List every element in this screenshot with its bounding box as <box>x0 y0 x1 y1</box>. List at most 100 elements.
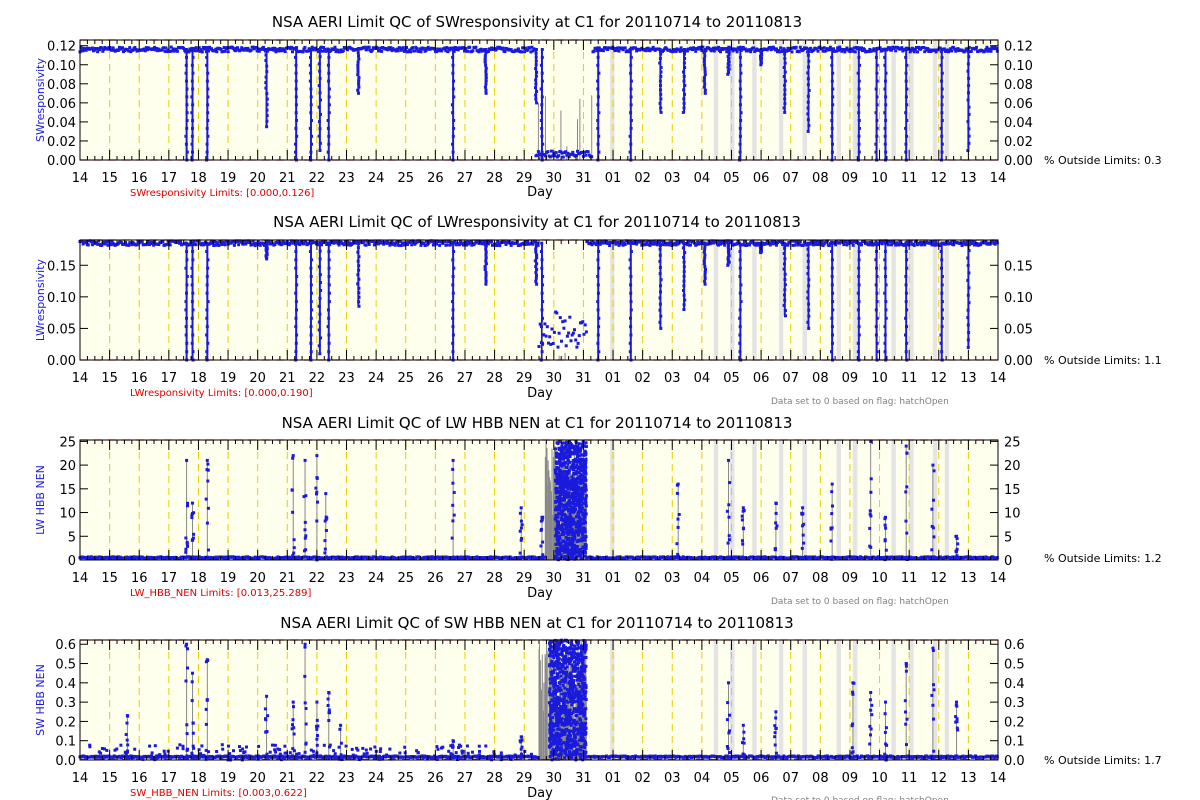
data-point <box>738 87 742 91</box>
data-point <box>869 514 873 518</box>
data-point <box>875 316 879 320</box>
data-point <box>629 325 633 329</box>
data-point <box>835 49 839 53</box>
data-point <box>700 49 704 52</box>
data-point <box>596 103 600 107</box>
data-point <box>676 525 680 529</box>
data-point <box>946 48 949 52</box>
data-point <box>816 243 820 247</box>
data-point <box>184 547 188 551</box>
data-point <box>659 70 663 74</box>
data-point <box>831 48 835 51</box>
data-point <box>686 240 690 244</box>
data-point <box>629 283 633 287</box>
data-point <box>596 87 600 91</box>
data-point <box>875 126 879 130</box>
data-point <box>318 91 322 95</box>
data-point <box>727 51 731 55</box>
data-point <box>597 241 601 245</box>
data-point <box>107 240 111 244</box>
data-point <box>193 49 197 53</box>
data-point <box>975 45 978 49</box>
data-point <box>463 49 466 53</box>
data-point <box>184 63 188 67</box>
data-point <box>399 48 403 52</box>
data-point <box>820 47 824 50</box>
data-point <box>451 503 455 507</box>
data-point <box>857 283 861 287</box>
data-point <box>675 542 679 546</box>
data-point <box>294 300 298 304</box>
data-point <box>443 46 447 50</box>
data-point <box>568 504 572 508</box>
data-point <box>540 308 544 312</box>
data-point <box>727 58 730 62</box>
data-point <box>451 341 455 345</box>
data-point <box>967 112 971 116</box>
data-point <box>909 239 913 243</box>
data-point <box>197 239 201 243</box>
data-point <box>928 241 932 245</box>
data-point <box>914 46 918 49</box>
data-point <box>205 308 209 312</box>
data-point <box>556 345 560 349</box>
data-point <box>806 296 810 300</box>
data-point <box>984 48 988 51</box>
data-point <box>677 513 681 516</box>
data-point <box>742 240 746 244</box>
data-point <box>191 291 195 295</box>
data-point <box>386 239 390 243</box>
x-tick-label: 31 <box>575 171 592 186</box>
data-point <box>857 333 861 337</box>
data-point <box>741 509 745 513</box>
data-point <box>307 47 311 51</box>
data-point <box>658 253 662 257</box>
data-point <box>406 243 409 246</box>
data-point <box>190 134 194 138</box>
data-point <box>303 520 307 524</box>
data-point <box>857 150 861 154</box>
data-point <box>955 537 959 540</box>
data-point <box>215 50 219 54</box>
data-point <box>557 531 561 535</box>
data-point <box>754 243 758 247</box>
data-point <box>468 45 472 49</box>
data-point <box>256 240 260 244</box>
data-point <box>451 519 455 523</box>
data-point <box>884 119 888 122</box>
data-point <box>276 240 280 244</box>
data-point <box>237 243 241 247</box>
data-point <box>450 536 454 540</box>
data-point <box>560 151 564 155</box>
data-point <box>306 49 310 53</box>
data-point <box>552 330 556 334</box>
data-point <box>565 481 569 485</box>
data-point <box>189 49 193 53</box>
data-point <box>191 333 195 337</box>
data-point <box>140 240 144 244</box>
data-point <box>967 55 971 59</box>
data-point <box>658 247 662 251</box>
data-point <box>669 240 673 244</box>
data-point <box>807 314 811 318</box>
data-point <box>782 66 786 69</box>
data-point <box>738 79 742 83</box>
data-point <box>703 91 707 95</box>
gray-band <box>610 40 615 160</box>
data-point <box>884 48 888 51</box>
data-point <box>574 529 578 533</box>
data-point <box>774 511 778 515</box>
data-point <box>190 275 194 278</box>
data-point <box>479 239 483 243</box>
data-point <box>378 49 381 53</box>
data-point <box>850 241 854 245</box>
data-point <box>395 239 399 243</box>
data-point <box>523 50 527 54</box>
data-point <box>504 243 508 246</box>
data-point <box>693 47 697 51</box>
data-point <box>535 282 539 286</box>
data-point <box>874 55 878 59</box>
y-tick-label-left: 0.15 <box>47 259 76 274</box>
data-point <box>484 256 488 260</box>
data-point <box>955 554 959 558</box>
